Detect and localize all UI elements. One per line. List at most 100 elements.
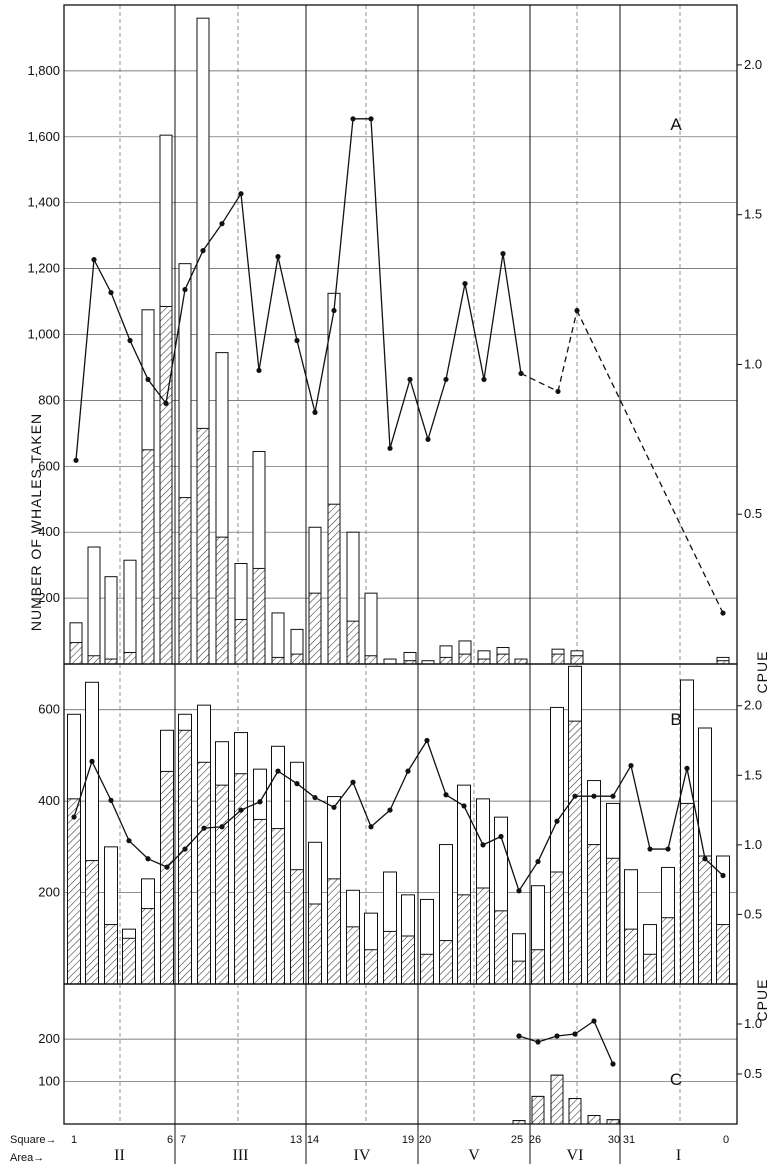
bar-hatched-b (346, 926, 360, 985)
cpue-segment-b (184, 827, 205, 850)
bar-hatched-b (661, 917, 675, 985)
cpue-segment-b (259, 770, 279, 803)
cpue-point-c (572, 1031, 578, 1037)
bar-hatched-b (476, 887, 490, 985)
cpue-point-a (108, 289, 114, 296)
cpue-point-b (71, 814, 77, 820)
square-tick-label: 6 (167, 1134, 173, 1146)
cpue-point-b (294, 781, 300, 787)
cpue-point-a (555, 388, 561, 395)
cpue-segment-a (221, 193, 242, 225)
bar-total-a (123, 559, 137, 665)
bar-total-a (87, 546, 101, 665)
panel-label-b: B (670, 710, 681, 729)
area-axis-label: Area→ (10, 1152, 44, 1164)
cpue-point-a (443, 376, 449, 383)
cpue-segment-b (240, 801, 261, 811)
square-tick-label: 26 (529, 1134, 541, 1146)
cpue-segment-a (202, 223, 223, 252)
cpue-point-a (182, 286, 188, 293)
bar-hatched-b (716, 924, 730, 985)
bar-hatched-b (643, 953, 657, 985)
cpue-point-a (574, 307, 580, 314)
cpue-segment-b (518, 861, 539, 892)
cpue-segment-a (93, 259, 112, 293)
bar-hatched-b (698, 855, 712, 985)
bar-hatched-a (290, 653, 304, 665)
cpue-point-b (461, 803, 467, 809)
cpue-point-b (665, 846, 671, 852)
square-tick-label: 25 (511, 1134, 523, 1146)
bar-hatched-a (104, 658, 118, 665)
y-tick-label-b: 200 (38, 885, 60, 900)
cpue-point-a (331, 307, 337, 314)
bar-hatched-a (327, 503, 341, 665)
bar-hatched-b (122, 937, 136, 985)
cpue-point-a (256, 367, 262, 374)
cpue-point-a (145, 376, 151, 383)
cpue-segment-b (445, 794, 465, 807)
cpue-segment-a (409, 379, 429, 440)
bar-hatched-a (496, 653, 510, 665)
cpue-segment-b (73, 761, 93, 818)
cpue-point-a (407, 376, 413, 383)
y-tick-label-b: 600 (38, 702, 60, 717)
cpue-segment-a (445, 283, 466, 380)
bar-hatched-a (570, 655, 584, 665)
cpue-point-c (554, 1033, 560, 1039)
panel-frame-c (63, 983, 738, 1125)
bar-total-a (383, 658, 397, 665)
cpue-segment-b (612, 765, 632, 797)
cpue-point-a (91, 257, 97, 263)
cpue-segment-a (240, 193, 260, 371)
area-label: III (233, 1147, 249, 1164)
area-label: IV (354, 1147, 371, 1164)
cpue-lines (71, 116, 726, 1067)
area-label: VI (567, 1147, 584, 1164)
bar-hatched-b (531, 949, 545, 985)
y-tick-label-c: 200 (38, 1031, 60, 1046)
bar-hatched-b (512, 960, 526, 985)
cpue-point-a (275, 254, 281, 260)
cpue-point-b (554, 818, 560, 824)
cpue-point-c (610, 1061, 616, 1067)
y2-tick-label-a: 2.0 (744, 57, 762, 72)
y2-tick-label-c: 1.0 (744, 1016, 762, 1031)
bar-hatched-b (253, 818, 267, 985)
cpue-segment-a (258, 256, 279, 371)
cpue-segment-a (520, 372, 559, 392)
square-tick-label: 0 (723, 1134, 729, 1146)
bar-hatched-a (178, 497, 192, 665)
bar-hatched-b (290, 869, 304, 985)
bar-total-a (271, 612, 285, 665)
cpue-point-c (535, 1039, 541, 1045)
bar-hatched-b (494, 910, 508, 985)
cpue-point-a (462, 280, 468, 287)
cpue-segment-b (147, 858, 168, 868)
bar-hatched-a (69, 642, 83, 665)
cpue-point-a (127, 337, 133, 344)
y-tick-label-a: 1,200 (27, 261, 60, 276)
cpue-segment-a (75, 259, 95, 461)
cpue-point-b (498, 833, 504, 840)
cpue-point-b (405, 768, 411, 774)
area-label: I (676, 1147, 681, 1164)
cpue-segment-a (557, 310, 578, 392)
cpue-point-a (518, 370, 524, 377)
cpue-point-b (368, 824, 374, 830)
y2-tick-label-b: 1.0 (744, 837, 762, 852)
y-tick-label-a: 1,400 (27, 195, 60, 210)
cpue-segment-b (370, 809, 391, 828)
cpue-segment-b (333, 781, 354, 808)
bar-hatched-a (458, 653, 472, 665)
cpue-segment-b (352, 782, 372, 828)
cpue-segment-a (184, 250, 204, 290)
cpue-point-a (219, 221, 225, 227)
cpue-segment-b (556, 795, 576, 822)
y-tick-label-a: 600 (38, 458, 60, 473)
cpue-segment-a (427, 379, 447, 440)
bar-total-a (104, 576, 118, 665)
cpue-point-a (425, 436, 431, 442)
bar-hatched-a (477, 658, 491, 665)
